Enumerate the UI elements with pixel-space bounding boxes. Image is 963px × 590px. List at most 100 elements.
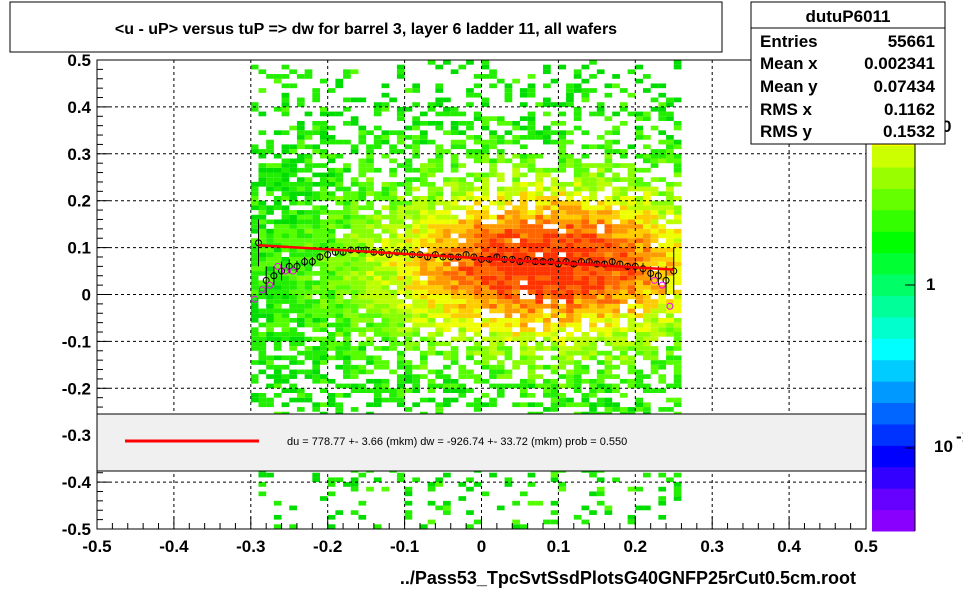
heatmap-cell xyxy=(566,346,574,351)
heatmap-cell xyxy=(519,266,528,272)
heatmap-cell xyxy=(412,317,420,323)
heatmap-cell xyxy=(627,186,636,192)
heatmap-cell xyxy=(650,252,659,257)
heatmap-cell xyxy=(435,505,444,511)
heatmap-cell xyxy=(635,247,643,253)
profile-point-alt xyxy=(658,281,666,289)
heatmap-cell xyxy=(466,92,474,98)
heatmap-cell xyxy=(535,224,544,229)
heatmap-cell xyxy=(373,477,382,483)
heatmap-cell xyxy=(619,346,628,351)
heatmap-cell xyxy=(650,336,659,342)
heatmap-cell xyxy=(435,285,444,290)
heatmap-cell xyxy=(535,332,544,337)
heatmap-cell xyxy=(535,364,544,370)
heatmap-cell xyxy=(335,346,344,351)
heatmap-cell xyxy=(396,219,405,225)
heatmap-cell xyxy=(581,224,590,229)
heatmap-cell xyxy=(396,139,405,145)
heatmap-cell xyxy=(404,317,413,323)
y-tick-label: 0.3 xyxy=(67,145,91,164)
heatmap-cell xyxy=(519,350,528,356)
heatmap-cell xyxy=(535,374,544,379)
heatmap-cell xyxy=(519,135,528,140)
heatmap-cell xyxy=(258,130,267,136)
heatmap-cell xyxy=(358,228,367,234)
heatmap-cell xyxy=(389,191,397,197)
heatmap-cell xyxy=(281,196,290,201)
heatmap-cell xyxy=(373,313,382,318)
heatmap-cell xyxy=(581,219,590,225)
heatmap-cell xyxy=(550,327,559,333)
heatmap-cell xyxy=(504,196,513,201)
heatmap-cell xyxy=(450,153,459,159)
heatmap-cell xyxy=(458,482,467,487)
heatmap-cell xyxy=(596,500,605,506)
heatmap-cell xyxy=(396,299,405,304)
heatmap-cell xyxy=(358,303,367,309)
heatmap-cell xyxy=(596,378,605,384)
heatmap-cell xyxy=(481,149,490,154)
heatmap-cell xyxy=(543,247,551,253)
heatmap-cell xyxy=(535,191,544,197)
heatmap-cell xyxy=(543,205,551,211)
heatmap-cell xyxy=(258,397,267,403)
heatmap-cell xyxy=(535,402,544,408)
heatmap-cell xyxy=(581,196,590,201)
heatmap-cell xyxy=(612,210,620,215)
heatmap-cell xyxy=(312,88,321,93)
heatmap-cell xyxy=(396,261,405,267)
heatmap-cell xyxy=(281,144,290,150)
heatmap-cell xyxy=(489,472,497,478)
heatmap-cell xyxy=(558,238,567,243)
heatmap-cell xyxy=(512,139,520,145)
heatmap-cell xyxy=(389,369,397,375)
heatmap-cell xyxy=(612,224,620,229)
heatmap-cell xyxy=(435,214,444,220)
heatmap-cell xyxy=(296,247,305,253)
heatmap-cell xyxy=(427,238,436,243)
heatmap-cell xyxy=(558,64,567,70)
heatmap-cell xyxy=(296,144,305,150)
heatmap-cell xyxy=(281,97,290,103)
heatmap-cell xyxy=(458,299,467,304)
heatmap-cell xyxy=(366,322,374,328)
heatmap-cell xyxy=(596,238,605,243)
heatmap-cell xyxy=(273,313,282,318)
heatmap-cell xyxy=(320,130,328,136)
heatmap-cell xyxy=(619,294,628,300)
heatmap-cell xyxy=(312,238,321,243)
heatmap-cell xyxy=(366,327,374,333)
heatmap-cell xyxy=(550,214,559,220)
heatmap-cell xyxy=(320,308,328,314)
heatmap-cell xyxy=(443,242,451,248)
heatmap-cell xyxy=(327,397,336,403)
heatmap-cell xyxy=(543,233,551,239)
heatmap-cell xyxy=(635,210,643,215)
heatmap-cell xyxy=(289,275,297,281)
heatmap-cell xyxy=(419,177,428,182)
heatmap-cell xyxy=(466,524,474,530)
heatmap-cell xyxy=(527,181,536,187)
heatmap-cell xyxy=(604,153,613,159)
heatmap-cell xyxy=(335,242,344,248)
heatmap-cell xyxy=(250,299,259,304)
heatmap-cell xyxy=(343,139,351,145)
heatmap-cell xyxy=(312,163,321,168)
heatmap-cell xyxy=(373,303,382,309)
heatmap-cell xyxy=(320,299,328,304)
heatmap-cell xyxy=(289,167,297,173)
heatmap-cell xyxy=(289,317,297,323)
heatmap-cell xyxy=(543,97,551,103)
heatmap-cell xyxy=(396,374,405,379)
heatmap-cell xyxy=(358,252,367,257)
heatmap-cell xyxy=(589,181,597,187)
heatmap-cell xyxy=(550,120,559,126)
heatmap-cell xyxy=(650,289,659,295)
heatmap-cell xyxy=(304,74,313,79)
heatmap-cell xyxy=(558,130,567,136)
heatmap-cell xyxy=(281,167,290,173)
heatmap-cell xyxy=(435,256,444,262)
heatmap-cell xyxy=(658,289,667,295)
heatmap-cell xyxy=(419,256,428,262)
